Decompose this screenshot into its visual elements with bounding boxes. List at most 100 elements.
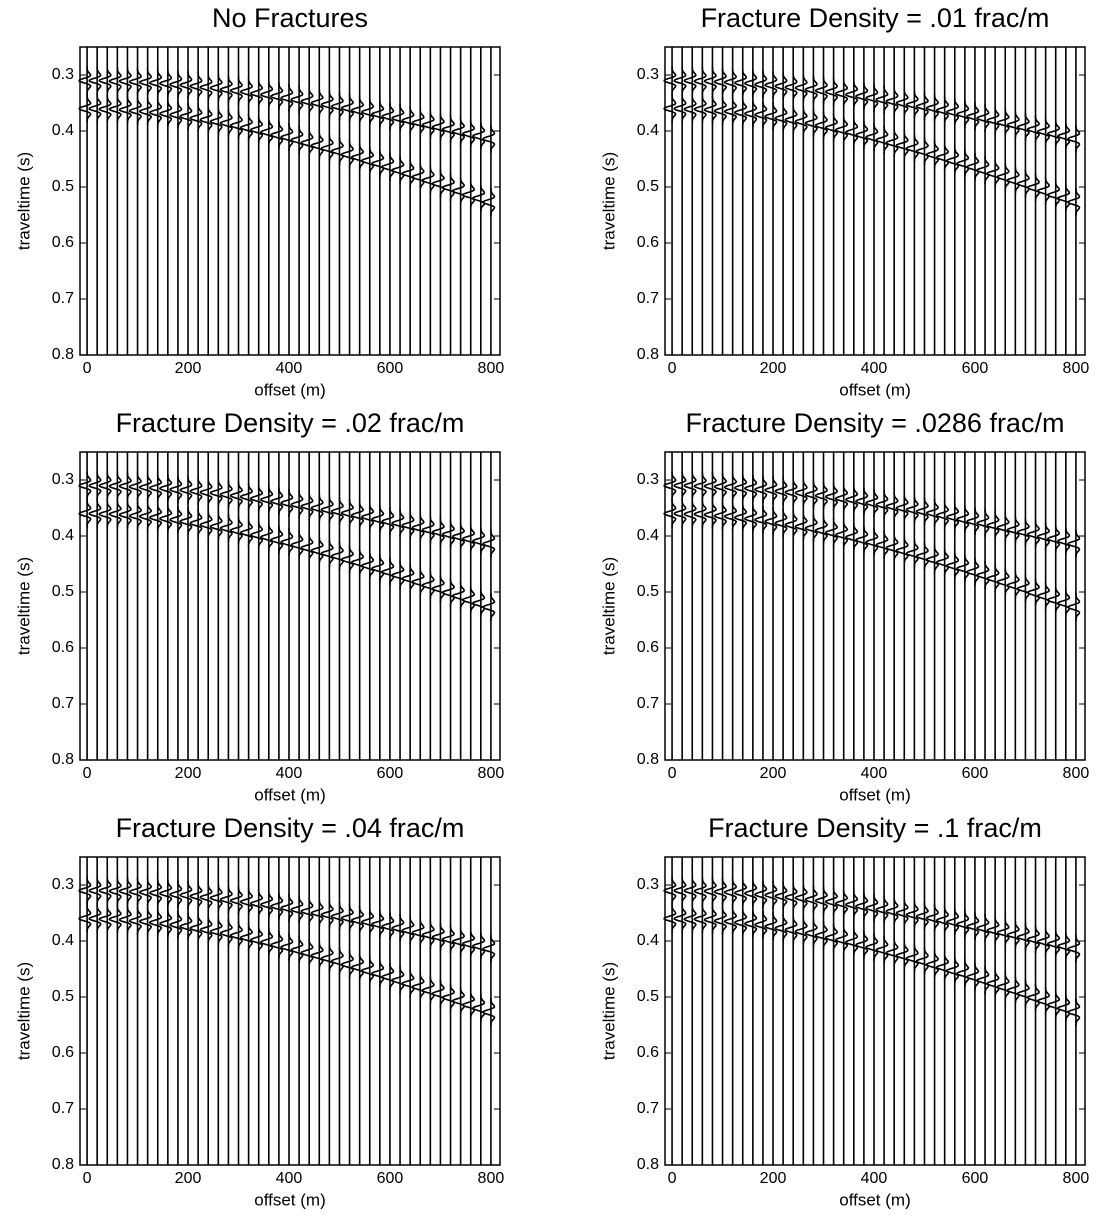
arrival-wavelet	[441, 173, 455, 202]
arrival-wavelet	[844, 928, 859, 956]
arrival-wavelet	[179, 881, 193, 909]
arrival-wavelet	[733, 503, 748, 532]
arrival-wavelet	[360, 97, 375, 126]
arrival-wavelet	[280, 83, 294, 112]
arrival-wavelet	[713, 67, 727, 96]
arrival-wavelet	[310, 898, 324, 927]
arrival-wavelet	[976, 509, 990, 537]
arrival-wavelet	[169, 505, 183, 534]
arrival-wavelet	[733, 68, 748, 97]
arrival-wavelet	[885, 938, 899, 967]
y-tick-label: 0.5	[637, 178, 659, 195]
arrival-wavelet	[925, 904, 939, 932]
arrival-wavelet	[895, 536, 909, 565]
arrival-wavelet	[98, 905, 112, 933]
arrival-wavelet	[451, 176, 466, 205]
arrival-wavelet	[138, 878, 153, 907]
arrival-wavelet	[804, 514, 818, 542]
arrival-wavelet	[875, 490, 889, 519]
x-axis-label: offset (m)	[254, 1190, 325, 1209]
arrival-wavelet	[824, 518, 839, 547]
arrival-wavelet	[976, 914, 990, 942]
arrival-wavelet	[895, 941, 909, 970]
y-tick-label: 0.6	[52, 639, 74, 656]
arrival-wavelet	[158, 474, 173, 503]
arrival-wavelet	[814, 76, 828, 105]
x-tick-label: 600	[377, 765, 404, 782]
arrival-wavelet	[794, 107, 808, 136]
y-tick-label: 0.3	[637, 66, 659, 83]
arrival-wavelet	[754, 505, 768, 534]
arrival-wavelet	[471, 994, 486, 1022]
arrival-wavelet	[1036, 522, 1051, 551]
y-tick-label: 0.8	[637, 1156, 659, 1173]
arrival-wavelet	[471, 932, 486, 960]
arrival-wavelet	[713, 906, 727, 935]
arrival-wavelet	[118, 905, 132, 934]
arrival-wavelet	[421, 166, 435, 195]
arrival-wavelet	[229, 886, 243, 915]
arrival-wavelet	[764, 102, 778, 131]
x-tick-label: 0	[668, 1170, 677, 1187]
arrival-wavelet	[945, 97, 960, 126]
arrival-wavelet	[683, 66, 697, 95]
arrival-wavelet	[673, 471, 687, 500]
arrival-wavelet	[441, 578, 455, 607]
arrival-wavelet	[88, 499, 102, 528]
arrival-wavelet	[673, 876, 687, 905]
arrival-wavelet	[391, 156, 405, 184]
arrival-wavelet	[229, 921, 243, 950]
arrival-wavelet	[673, 499, 687, 528]
x-tick-label: 200	[760, 765, 787, 782]
arrival-wavelet	[966, 962, 980, 991]
arrival-wavelet	[1016, 979, 1030, 1008]
arrival-wavelet	[905, 944, 919, 973]
arrival-wavelet	[370, 910, 385, 938]
arrival-wavelet	[381, 912, 395, 941]
arrival-wavelet	[693, 472, 707, 500]
arrival-wavelet	[915, 497, 929, 526]
arrival-wavelet	[754, 880, 768, 909]
arrival-wavelet	[381, 102, 395, 131]
arrival-wavelet	[885, 533, 899, 562]
y-axis-label: traveltime (s)	[599, 962, 618, 1060]
arrival-wavelet	[381, 507, 395, 536]
arrival-wavelet	[955, 910, 970, 938]
arrival-wavelet	[905, 495, 919, 524]
arrival-wavelet	[1046, 524, 1061, 553]
x-tick-label: 400	[276, 765, 303, 782]
arrival-wavelet	[683, 876, 697, 905]
arrival-wavelet	[814, 111, 828, 140]
arrival-wavelet	[259, 118, 274, 146]
arrival-wavelet	[774, 914, 788, 942]
arrival-wavelet	[1006, 920, 1020, 949]
arrival-wavelet	[128, 877, 142, 906]
x-axis-label: offset (m)	[254, 380, 325, 399]
arrival-wavelet	[1056, 994, 1071, 1022]
arrival-wavelet	[209, 478, 223, 507]
arrival-wavelet	[915, 542, 929, 570]
y-tick-label: 0.8	[52, 751, 74, 768]
arrival-wavelet	[118, 472, 132, 500]
arrival-wavelet	[360, 551, 375, 580]
arrival-wavelet	[844, 485, 859, 514]
arrival-wavelet	[683, 471, 697, 500]
arrival-wavelet	[290, 935, 304, 964]
arrival-wavelet	[421, 110, 435, 139]
x-tick-label: 800	[478, 1170, 505, 1187]
arrival-wavelet	[1036, 117, 1051, 146]
panel-title: Fracture Density = .0286 frac/m	[686, 408, 1065, 438]
arrival-wavelet	[693, 500, 707, 528]
arrival-wavelet	[855, 82, 869, 111]
x-tick-label: 200	[175, 360, 202, 377]
arrival-wavelet	[703, 905, 717, 934]
arrival-wavelet	[270, 120, 284, 149]
arrival-wavelet	[128, 472, 142, 501]
arrival-wavelet	[743, 99, 758, 128]
panel-title: Fracture Density = .04 frac/m	[116, 813, 465, 843]
arrival-wavelet	[1036, 986, 1051, 1015]
arrival-wavelet	[804, 885, 818, 914]
arrival-wavelet	[925, 94, 939, 122]
arrival-wavelet	[834, 115, 849, 144]
x-tick-label: 800	[1063, 1170, 1090, 1187]
